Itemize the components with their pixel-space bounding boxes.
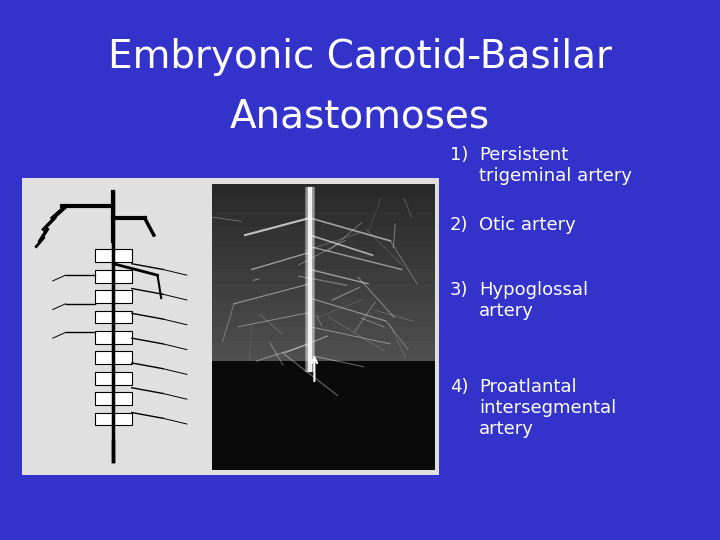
Bar (212, 441, 435, 455)
Text: 4): 4) (450, 378, 469, 396)
Bar (212, 399, 435, 413)
Text: 3): 3) (450, 281, 469, 299)
Text: Embryonic Carotid-Basilar: Embryonic Carotid-Basilar (108, 38, 612, 76)
Bar (212, 269, 435, 284)
Bar (212, 355, 435, 369)
Bar (212, 327, 435, 341)
Bar (212, 369, 435, 384)
Bar (212, 198, 435, 212)
Bar (212, 384, 435, 399)
Bar (212, 298, 435, 312)
Bar (95, 290, 132, 303)
Bar (212, 284, 435, 298)
Text: 1): 1) (450, 146, 469, 164)
Bar (212, 341, 435, 355)
Bar (212, 241, 435, 255)
Bar (95, 270, 132, 283)
Bar (95, 352, 132, 365)
Bar (95, 392, 132, 405)
Text: Anastomoses: Anastomoses (230, 97, 490, 135)
Text: Hypoglossal
artery: Hypoglossal artery (479, 281, 588, 320)
Bar (212, 226, 435, 241)
Bar (212, 455, 435, 470)
Bar (212, 255, 435, 269)
Text: Proatlantal
intersegmental
artery: Proatlantal intersegmental artery (479, 378, 616, 437)
Bar (212, 212, 435, 226)
Bar (22, 178, 439, 475)
Text: Otic artery: Otic artery (479, 216, 575, 234)
Bar (212, 361, 435, 470)
Bar (95, 310, 132, 323)
Text: 2): 2) (450, 216, 469, 234)
Text: Persistent
trigeminal artery: Persistent trigeminal artery (479, 146, 632, 185)
Bar (212, 413, 435, 427)
Bar (212, 427, 435, 441)
Bar (95, 331, 132, 344)
Bar (212, 312, 435, 327)
Bar (95, 372, 132, 384)
Bar (212, 184, 435, 198)
Bar (95, 413, 132, 426)
Bar (95, 249, 132, 262)
